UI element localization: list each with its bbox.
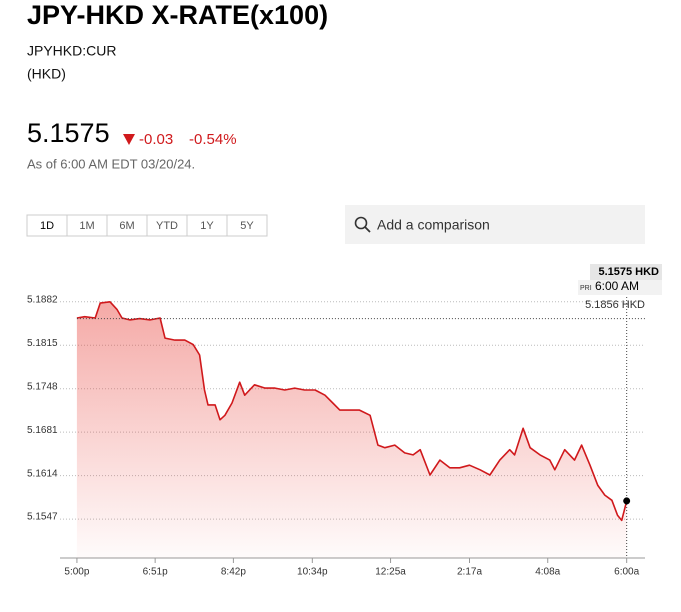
search-placeholder: Add a comparison (377, 217, 490, 233)
change: -0.03 (139, 131, 173, 148)
x-tick-label: 12:25a (375, 567, 406, 578)
as-of: As of 6:00 AM EDT 03/20/24. (27, 156, 195, 171)
x-tick-label: 5:00p (64, 567, 89, 578)
y-tick-label: 5.1681 (27, 425, 58, 436)
tab-label: 6M (119, 220, 134, 232)
search-box[interactable] (345, 205, 645, 244)
last-prefix: PRI (580, 285, 592, 292)
y-tick-label: 5.1748 (27, 381, 58, 392)
x-tick-label: 2:17a (457, 567, 482, 578)
search-icon (354, 216, 368, 230)
x-tick-label: 8:42p (221, 567, 246, 578)
price: 5.1575 (27, 118, 110, 148)
x-tick-label: 10:34p (297, 567, 328, 578)
previous-close-label: 5.1856 HKD (585, 299, 645, 311)
range-tabs: 1D 1M 6M YTD 1Y 5Y (26, 214, 268, 237)
y-tick-label: 5.1815 (27, 338, 58, 349)
x-tick-label: 4:08a (535, 567, 560, 578)
down-arrow (123, 134, 135, 145)
title: JPY-HKD X-RATE(x100) (27, 0, 328, 30)
change-pct: -0.54% (189, 131, 237, 148)
tab-label: 1D (40, 220, 54, 232)
last-label: 5.1575 HKD (598, 266, 659, 278)
y-tick-label: 5.1614 (27, 468, 58, 479)
price-line (76, 301, 628, 522)
last-time: 6:00 AM (595, 279, 639, 293)
x-tick-label: 6:51p (143, 567, 168, 578)
tab-label: YTD (156, 220, 178, 232)
ticker: JPYHKD:CUR (27, 43, 116, 59)
tab-label: 5Y (240, 220, 254, 232)
x-tick-label: 6:00a (614, 567, 639, 578)
last-label-box (590, 264, 662, 280)
last-time-box (578, 280, 662, 295)
tab-label: 1M (79, 220, 94, 232)
chart: 5.1547 5.1614 5.1681 5.1748 5.1815 5.1882 5:00… (27, 264, 662, 578)
search-icon-handle (364, 226, 371, 233)
tab[interactable] (226, 214, 268, 237)
last-point (623, 497, 631, 505)
currency: (HKD) (27, 66, 66, 82)
area-fill (76, 301, 627, 558)
tab-label: 1Y (200, 220, 214, 232)
y-tick-label: 5.1882 (27, 294, 58, 305)
y-tick-label: 5.1547 (27, 512, 58, 523)
